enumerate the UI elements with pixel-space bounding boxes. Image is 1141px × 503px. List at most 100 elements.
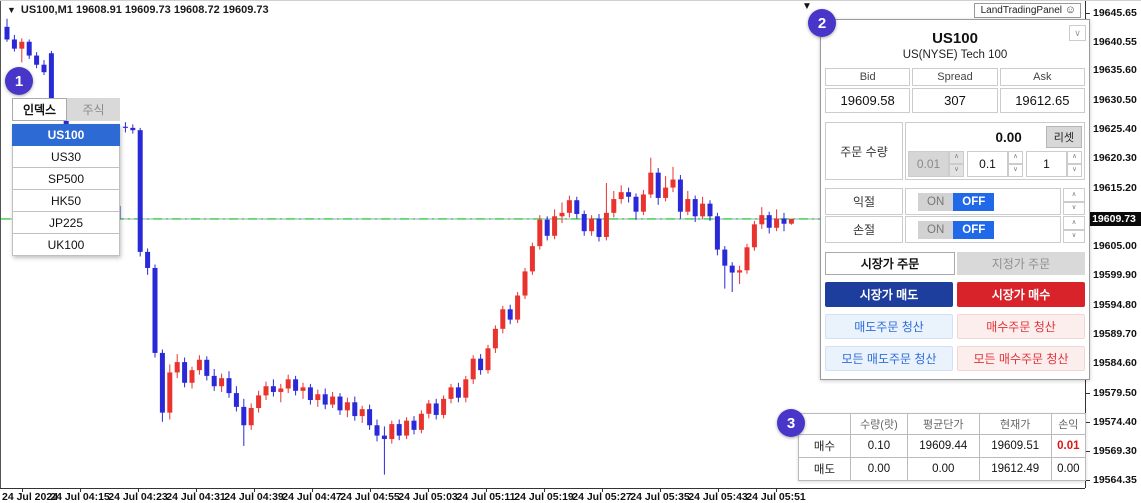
time-axis-label: 24 Jul 04:15 bbox=[50, 491, 110, 503]
candle bbox=[330, 391, 336, 409]
panel-brand-label: LandTradingPanel ☺ bbox=[973, 3, 1081, 18]
expand-indicators-icon[interactable]: ▼ bbox=[7, 5, 16, 15]
step-01-up-icon[interactable]: ∧ bbox=[1008, 151, 1023, 164]
annotation-badge-3: 3 bbox=[777, 409, 805, 437]
candle bbox=[537, 215, 543, 250]
candle bbox=[256, 390, 262, 413]
order-quantity-value[interactable]: 0.00 bbox=[995, 129, 1022, 145]
candle bbox=[381, 426, 387, 475]
market-sell-button[interactable]: 시장가 매도 bbox=[825, 282, 953, 307]
close-sell-orders-button[interactable]: 매도주문 청산 bbox=[825, 314, 953, 339]
close-all-buy-orders-button[interactable]: 모든 매수주문 청산 bbox=[957, 346, 1085, 371]
step-1-up-icon[interactable]: ∧ bbox=[1067, 151, 1082, 164]
candle bbox=[640, 189, 646, 216]
candle bbox=[48, 50, 54, 107]
symbol-item-us30[interactable]: US30 bbox=[12, 146, 120, 168]
symbol-category-tabs: 인덱스 주식 bbox=[12, 98, 120, 121]
tab-limit-order[interactable]: 지정가 주문 bbox=[957, 252, 1085, 275]
tab-stocks[interactable]: 주식 bbox=[67, 98, 120, 121]
step-1-down-icon[interactable]: ∨ bbox=[1067, 164, 1082, 177]
time-axis[interactable]: 24 Jul 2024 24 Jul 04:15 24 Jul 04:23 24 Ju… bbox=[0, 488, 1085, 503]
panel-symbol-title: US100 bbox=[932, 30, 978, 47]
candle bbox=[426, 399, 432, 419]
step-value-001[interactable]: 0.01 bbox=[908, 151, 949, 177]
candle bbox=[722, 246, 728, 289]
take-profit-off-toggle[interactable]: OFF bbox=[953, 192, 995, 211]
symbol-item-uk100[interactable]: UK100 bbox=[12, 234, 120, 256]
positions-row-sell: 매도 0.00 0.00 19612.49 0.00 bbox=[798, 457, 1087, 481]
candle bbox=[544, 216, 550, 241]
price-axis[interactable]: 19645.65 19640.55 19635.60 19630.50 19625.40… bbox=[1085, 1, 1141, 488]
symbol-item-jp225[interactable]: JP225 bbox=[12, 212, 120, 234]
spread-value: 307 bbox=[912, 88, 998, 113]
candle bbox=[677, 174, 683, 219]
order-quantity-section: 주문 수량 0.00 리셋 0.01 ∧ ∨ 0.1 bbox=[825, 122, 1085, 180]
candle bbox=[714, 212, 720, 256]
time-axis-label: 24 Jul 04:47 bbox=[282, 491, 342, 503]
candle bbox=[41, 60, 47, 76]
candle bbox=[307, 383, 313, 405]
stop-loss-down-icon[interactable]: ∨ bbox=[1063, 229, 1085, 243]
header-avg-price: 평균단가 bbox=[906, 413, 980, 435]
market-buy-button[interactable]: 시장가 매수 bbox=[957, 282, 1085, 307]
candle bbox=[285, 374, 291, 394]
price-axis-label: 19645.65 bbox=[1093, 6, 1137, 19]
sell-qty: 0.00 bbox=[850, 457, 908, 481]
annotation-badge-2: 2 bbox=[808, 9, 836, 37]
take-profit-label: 익절 bbox=[825, 188, 903, 215]
tab-market-order[interactable]: 시장가 주문 bbox=[825, 252, 955, 275]
reset-button[interactable]: 리셋 bbox=[1045, 126, 1082, 148]
candle bbox=[263, 381, 269, 400]
candle bbox=[633, 193, 639, 220]
candle bbox=[122, 122, 128, 133]
header-qty: 수량(랏) bbox=[850, 413, 908, 435]
take-profit-on-toggle[interactable]: ON bbox=[918, 192, 954, 211]
candle bbox=[751, 220, 757, 251]
step-001-down-icon[interactable]: ∨ bbox=[949, 164, 964, 177]
candle bbox=[574, 196, 580, 219]
chart-shift-marker-icon[interactable]: ▼ bbox=[802, 1, 812, 12]
stop-loss-on-toggle[interactable]: ON bbox=[918, 220, 954, 239]
close-all-sell-orders-button[interactable]: 모든 매도주문 청산 bbox=[825, 346, 953, 371]
candle bbox=[219, 373, 225, 392]
candle bbox=[352, 396, 358, 421]
candle bbox=[759, 207, 765, 229]
time-axis-label: 24 Jul 04:23 bbox=[108, 491, 168, 503]
stop-loss-up-icon[interactable]: ∧ bbox=[1063, 216, 1085, 230]
candle bbox=[174, 354, 180, 379]
ask-header: Ask bbox=[999, 68, 1085, 86]
symbol-item-sp500[interactable]: SP500 bbox=[12, 168, 120, 190]
step-001-up-icon[interactable]: ∧ bbox=[949, 151, 964, 164]
candle bbox=[485, 344, 491, 374]
close-buy-orders-button[interactable]: 매수주문 청산 bbox=[957, 314, 1085, 339]
positions-header-row: 수량(랏) 평균단가 현재가 손익 bbox=[798, 413, 1087, 435]
price-axis-label: 19635.60 bbox=[1093, 64, 1137, 77]
step-01-down-icon[interactable]: ∨ bbox=[1008, 164, 1023, 177]
step-value-01[interactable]: 0.1 bbox=[967, 151, 1008, 177]
buy-qty: 0.10 bbox=[850, 434, 908, 458]
take-profit-down-icon[interactable]: ∨ bbox=[1063, 201, 1085, 215]
candle bbox=[663, 176, 669, 202]
step-value-1[interactable]: 1 bbox=[1026, 151, 1067, 177]
price-axis-label: 19605.00 bbox=[1093, 240, 1137, 253]
stop-loss-off-toggle[interactable]: OFF bbox=[953, 220, 995, 239]
step-group-01: 0.1 ∧ ∨ bbox=[967, 151, 1023, 177]
symbol-item-hk50[interactable]: HK50 bbox=[12, 190, 120, 212]
time-tick-mark bbox=[138, 488, 139, 492]
time-tick-mark bbox=[80, 488, 81, 492]
price-axis-label: 19620.30 bbox=[1093, 152, 1137, 165]
candle bbox=[470, 355, 476, 384]
buy-cur-price: 19609.51 bbox=[978, 434, 1052, 458]
candle bbox=[492, 325, 498, 353]
take-profit-up-icon[interactable]: ∧ bbox=[1063, 188, 1085, 202]
tab-index[interactable]: 인덱스 bbox=[12, 98, 67, 121]
symbol-item-us100[interactable]: US100 bbox=[12, 124, 120, 146]
smiley-icon: ☺ bbox=[1064, 4, 1076, 16]
time-tick-mark bbox=[254, 488, 255, 492]
stop-loss-row: 손절 ON OFF ∧ ∨ bbox=[825, 216, 1085, 243]
panel-collapse-button[interactable]: ∨ bbox=[1069, 25, 1086, 41]
time-axis-label: 24 Jul 05:11 bbox=[456, 491, 516, 503]
price-axis-label: 19594.80 bbox=[1093, 298, 1137, 311]
candle bbox=[448, 383, 454, 404]
